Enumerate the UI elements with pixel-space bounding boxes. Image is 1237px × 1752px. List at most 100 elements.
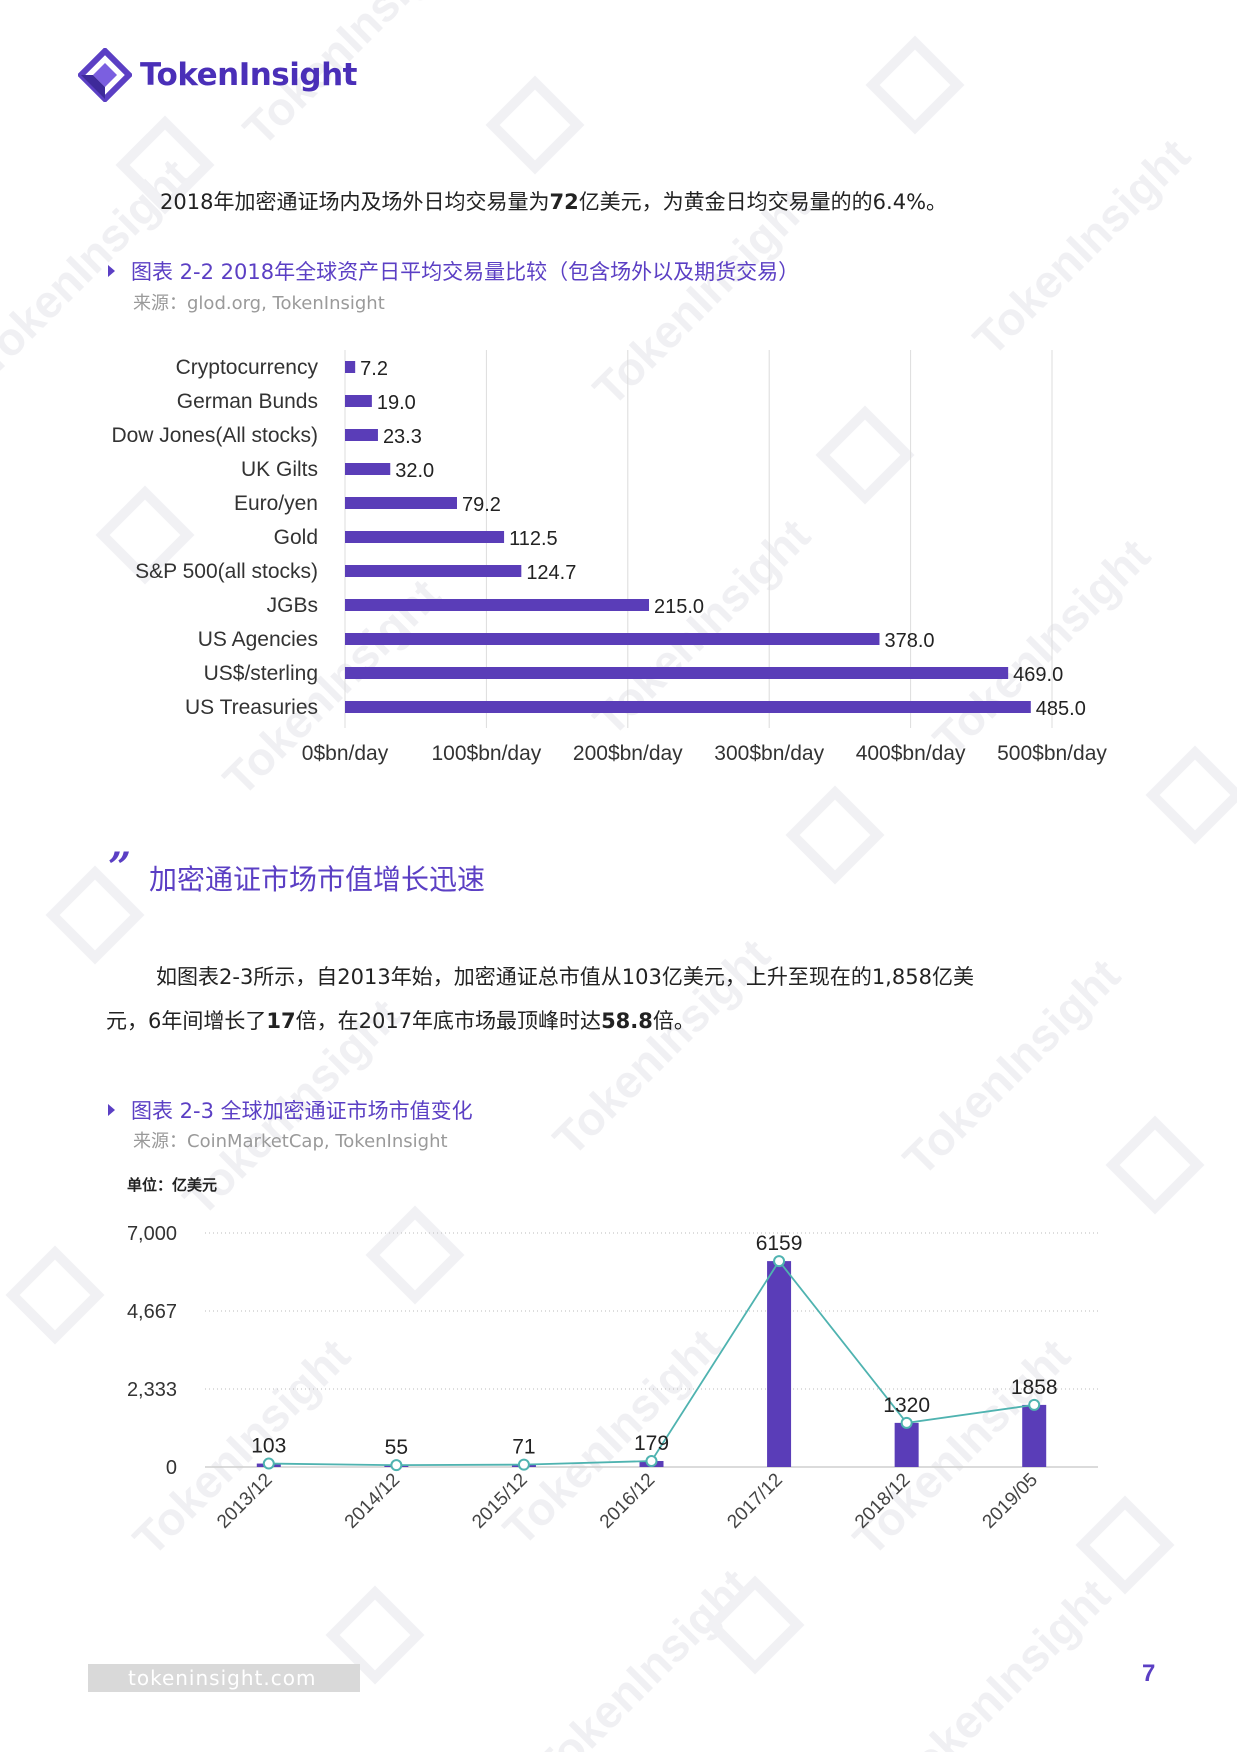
bar <box>345 701 1031 713</box>
bar <box>345 429 378 441</box>
value-label: 32.0 <box>395 460 434 482</box>
bar <box>345 497 457 509</box>
category-label: Dow Jones(All stocks) <box>111 424 318 447</box>
value-label: 103 <box>251 1435 286 1458</box>
body-text: 倍，在2017年底市场最顶峰时达 <box>295 1009 602 1033</box>
value-label: 1320 <box>883 1394 930 1417</box>
bar <box>345 395 372 407</box>
brand-name: TokenInsight <box>140 57 357 93</box>
value-label: 6159 <box>756 1232 803 1255</box>
header-logo: TokenInsight <box>78 48 357 102</box>
line-point <box>1028 1398 1041 1411</box>
category-label: Euro/yen <box>234 492 318 515</box>
category-label: US Treasuries <box>185 696 318 719</box>
x-tick-label: 2018/12 <box>851 1469 914 1532</box>
body-text: 倍。 <box>652 1009 695 1033</box>
value-label: 7.2 <box>360 358 388 380</box>
value-label: 1858 <box>1011 1376 1058 1399</box>
value-label: 485.0 <box>1036 698 1086 720</box>
x-tick-label: 2016/12 <box>596 1469 659 1532</box>
watermark-text: TokenInsight <box>523 1558 760 1752</box>
line-point <box>900 1416 913 1429</box>
line-point <box>773 1255 786 1268</box>
bar <box>345 361 356 373</box>
figure1-source: 来源：glod.org, TokenInsight <box>133 293 385 314</box>
unit-label: 单位：亿美元 <box>127 1176 217 1194</box>
x-tick-label: 300$bn/day <box>714 742 824 765</box>
value-label: 469.0 <box>1013 664 1063 686</box>
figure2-title-text: 图表 2-3 全球加密通证市场市值变化 <box>131 1099 473 1123</box>
x-tick-label: 2019/05 <box>979 1469 1042 1532</box>
value-label: 124.7 <box>526 562 576 584</box>
watermark-logo-icon <box>785 785 885 885</box>
x-tick-label: 2013/12 <box>213 1469 276 1532</box>
value-label: 112.5 <box>509 528 558 550</box>
x-tick-label: 2014/12 <box>341 1469 404 1532</box>
line-point <box>645 1455 658 1468</box>
intro-text: 2018年加密通证场内及场外日均交易量为 <box>160 190 550 214</box>
quote-mark-icon: ” <box>108 844 132 891</box>
page-number: 7 <box>1142 1660 1156 1687</box>
body-text: 如图表2-3所示，自2013年始，加密通证总市值从103亿美元，上升至现在的1,… <box>156 965 974 989</box>
line-point <box>517 1458 530 1471</box>
figure1-title: 图表 2-2 2018年全球资产日平均交易量比较（包含场外以及期货交易） <box>108 256 799 286</box>
bar <box>345 565 522 577</box>
figure2-title: 图表 2-3 全球加密通证市场市值变化 <box>108 1095 473 1125</box>
x-tick-label: 2015/12 <box>468 1469 531 1532</box>
value-label: 71 <box>512 1436 535 1459</box>
value-label: 215.0 <box>654 596 704 618</box>
line-point <box>262 1457 275 1470</box>
value-label: 23.3 <box>383 426 422 448</box>
y-tick-label: 2,333 <box>127 1379 177 1401</box>
category-label: S&P 500(all stocks) <box>135 560 318 583</box>
intro-text: 亿美元，为黄金日均交易量的的6.4%。 <box>578 190 948 214</box>
bar <box>345 531 505 543</box>
bar <box>1022 1404 1047 1467</box>
x-tick-label: 0$bn/day <box>302 742 389 765</box>
tokeninsight-logo-icon <box>78 48 132 102</box>
category-label: US Agencies <box>198 628 318 651</box>
figure2-source: 来源：CoinMarketCap, TokenInsight <box>133 1131 448 1152</box>
bar <box>345 633 880 645</box>
watermark-logo-icon <box>705 1575 805 1675</box>
category-label: German Bunds <box>177 390 318 413</box>
y-tick-label: 7,000 <box>127 1223 177 1245</box>
section-title: 加密通证市场市值增长迅速 <box>149 863 486 896</box>
category-label: Gold <box>274 526 318 549</box>
figure1-title-text: 图表 2-2 2018年全球资产日平均交易量比较（包含场外以及期货交易） <box>131 260 800 284</box>
bar <box>345 463 391 475</box>
intro-paragraph: 2018年加密通证场内及场外日均交易量为72亿美元，为黄金日均交易量的的6.4%… <box>160 180 947 224</box>
bar <box>345 599 650 611</box>
category-label: US$/sterling <box>204 662 318 685</box>
body-bold-value: 17 <box>266 1009 296 1033</box>
body-bold-value: 58.8 <box>601 1009 653 1033</box>
value-label: 179 <box>634 1432 669 1455</box>
intro-bold-value: 72 <box>549 190 579 214</box>
section-heading: ” 加密通证市场市值增长迅速 <box>108 848 486 898</box>
body-paragraph-line2: 元，6年间增长了17倍，在2017年底市场最顶峰时达58.8倍。 <box>106 999 695 1043</box>
bar <box>345 667 1009 679</box>
value-label: 19.0 <box>377 392 416 414</box>
watermark-text: TokenInsight <box>883 1568 1120 1752</box>
body-text: 元，6年间增长了 <box>106 1009 267 1033</box>
x-tick-label: 100$bn/day <box>432 742 542 765</box>
market-cap-combo-chart: 单位：亿美元 0 2,333 4,667 7,000 2013/12 2014/12 2015… <box>127 1176 1098 1533</box>
x-tick-label: 2017/12 <box>723 1469 786 1532</box>
value-label: 55 <box>385 1436 408 1459</box>
y-tick-label: 4,667 <box>127 1301 177 1323</box>
triangle-bullet-icon <box>108 1104 115 1116</box>
x-tick-label: 400$bn/day <box>856 742 966 765</box>
horizontal-bar-chart: 0$bn/day 100$bn/day 200$bn/day 300$bn/day 40… <box>111 350 1107 765</box>
x-tick-label: 200$bn/day <box>573 742 683 765</box>
value-label: 79.2 <box>462 494 501 516</box>
category-label: JGBs <box>267 594 318 617</box>
footer-url: tokeninsight.com <box>128 1666 317 1690</box>
body-paragraph-line1: 如图表2-3所示，自2013年始，加密通证总市值从103亿美元，上升至现在的1,… <box>156 955 974 999</box>
footer-bar <box>88 1664 360 1692</box>
bar <box>894 1422 919 1467</box>
triangle-bullet-icon <box>108 265 115 277</box>
category-label: Cryptocurrency <box>176 356 319 379</box>
y-tick-label: 0 <box>166 1457 177 1479</box>
category-label: UK Gilts <box>241 458 318 481</box>
x-tick-label: 500$bn/day <box>997 742 1107 765</box>
